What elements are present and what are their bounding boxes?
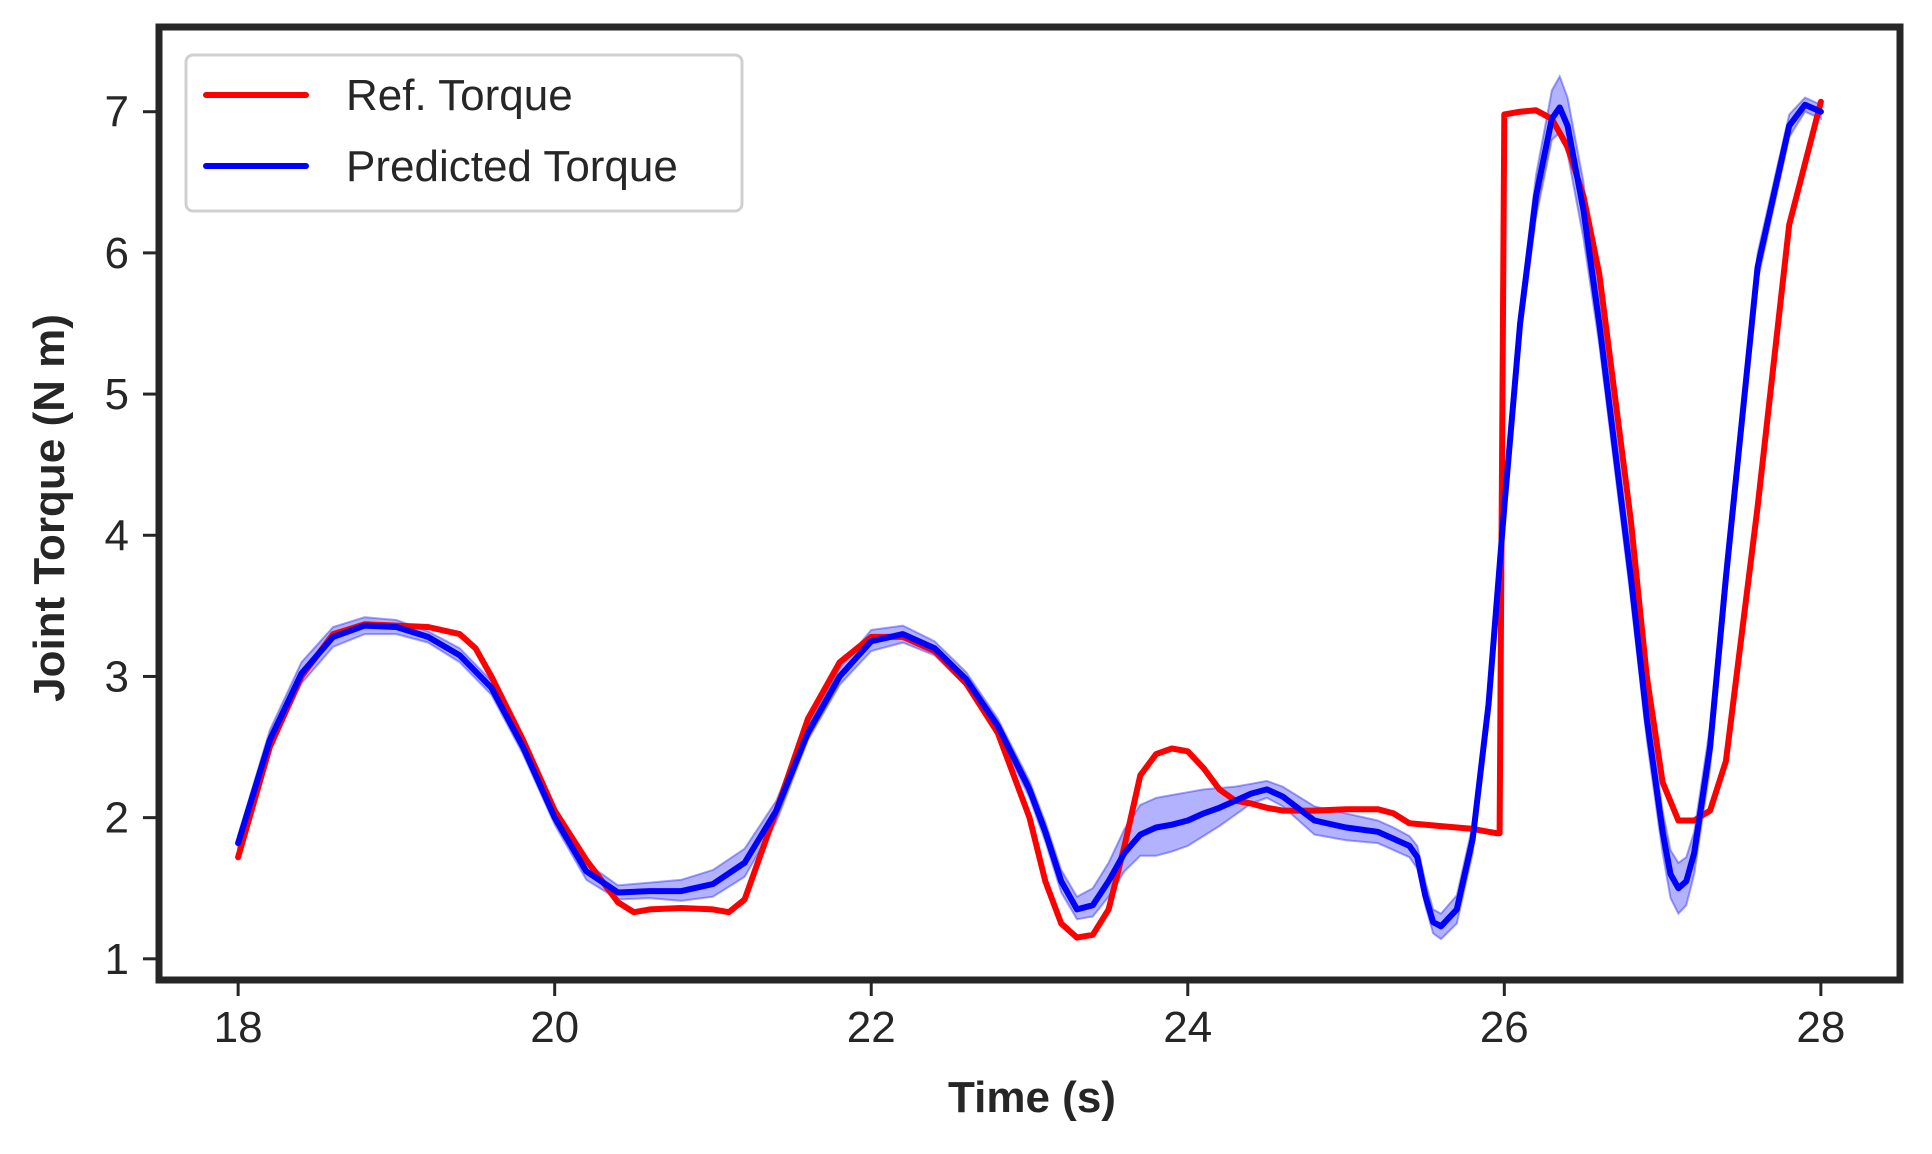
y-tick-label: 5 xyxy=(105,370,129,419)
y-tick-label: 7 xyxy=(105,88,129,137)
y-tick-label: 3 xyxy=(105,652,129,701)
legend-box xyxy=(184,53,744,213)
y-tick-label: 6 xyxy=(105,229,129,278)
x-tick-label: 20 xyxy=(530,1003,579,1052)
legend-label-predicted-torque: Predicted Torque xyxy=(346,142,678,191)
predicted-torque-line xyxy=(235,101,1824,930)
x-tick-label: 24 xyxy=(1163,1003,1212,1052)
x-tick-label: 18 xyxy=(214,1003,263,1052)
x-tick-label: 28 xyxy=(1796,1003,1845,1052)
y-axis-ticks: 1 2 3 4 5 6 7 xyxy=(105,88,159,984)
legend: Ref. Torque Predicted Torque xyxy=(184,53,744,213)
y-tick-label: 1 xyxy=(105,935,129,984)
x-tick-label: 26 xyxy=(1480,1003,1529,1052)
x-axis-ticks: 18 20 22 24 26 28 xyxy=(214,980,1845,1052)
y-axis-label: Joint Torque (N m) xyxy=(25,314,74,702)
y-tick-label: 2 xyxy=(105,794,129,843)
y-tick-label: 4 xyxy=(105,511,129,560)
plot-frame xyxy=(155,23,1904,984)
x-axis-label: Time (s) xyxy=(948,1073,1116,1122)
legend-label-ref-torque: Ref. Torque xyxy=(346,71,573,120)
series-layer xyxy=(235,98,1824,941)
x-tick-label: 22 xyxy=(847,1003,896,1052)
